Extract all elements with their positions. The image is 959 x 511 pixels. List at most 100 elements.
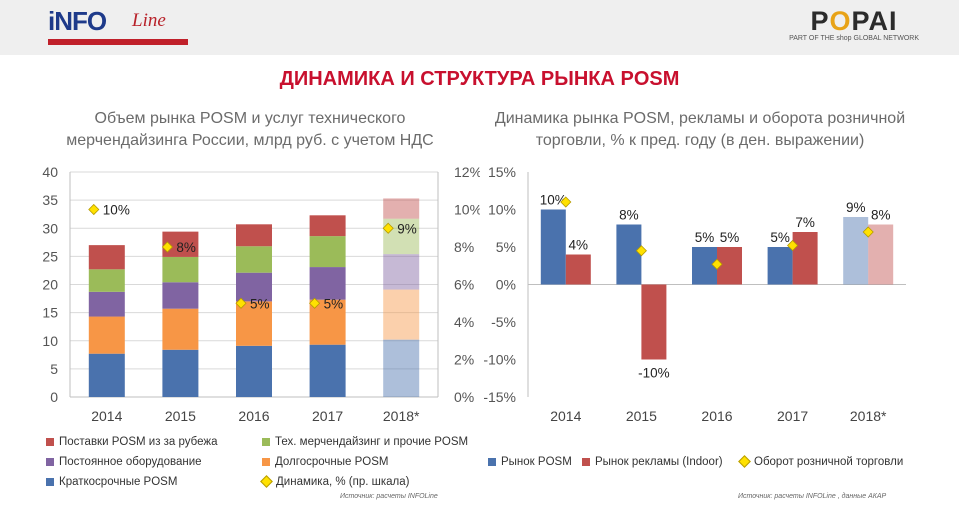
infoline-logo: iNFO Line	[48, 6, 198, 48]
infoline-logo-ribbon	[48, 39, 188, 45]
y2-tick-label: 0%	[454, 389, 474, 405]
bar-segment	[88, 316, 125, 354]
y-tick-label: 10%	[488, 202, 516, 218]
y-tick-label: 5	[50, 361, 58, 377]
x-tick-label: 2018*	[383, 408, 420, 424]
y-tick-label: 0	[50, 389, 58, 405]
legend-swatch	[582, 457, 590, 466]
legend-swatch	[46, 437, 54, 446]
retail-marker	[560, 196, 572, 208]
bar-segment	[88, 245, 125, 270]
data-label: 9%	[846, 200, 866, 215]
bar	[540, 209, 566, 285]
left-source: Источник: расчеты INFOLine	[340, 493, 438, 500]
data-label: 5%	[695, 230, 715, 245]
legend-label: Рынок рекламы (Indoor)	[595, 456, 723, 468]
legend-item-dynamics: Динамика, % (пр. шкала)	[260, 475, 409, 489]
bar-segment	[383, 198, 420, 219]
right-chart-subtitle-line1: Динамика рынка POSM, рекламы и оборота р…	[494, 110, 906, 127]
bar-segment	[309, 215, 346, 237]
x-tick-label: 2018*	[850, 408, 887, 424]
legend-label: Краткосрочные POSM	[59, 476, 178, 488]
y-tick-label: 10	[42, 333, 58, 349]
legend-swatch	[46, 477, 54, 486]
legend-swatch	[46, 457, 54, 466]
popai-logo-sub: PART OF THE shop GLOBAL NETWORK	[789, 35, 919, 42]
y2-tick-label: 10%	[454, 202, 480, 218]
popai-logo-o: O	[829, 6, 852, 36]
x-tick-label: 2014	[550, 408, 581, 424]
dynamics-marker	[88, 203, 100, 216]
right-legend: Рынок POSM Рынок рекламы (Indoor) Оборот…	[480, 454, 959, 474]
y-tick-label: 20	[42, 277, 58, 293]
dynamics-label: 5%	[250, 296, 270, 311]
bar	[641, 284, 667, 360]
legend-item-tech: Тех. мерчендайзинг и прочие POSM	[262, 436, 468, 448]
y2-tick-label: 12%	[454, 164, 480, 180]
bar-segment	[162, 308, 199, 350]
x-tick-label: 2017	[312, 408, 343, 424]
bar-segment	[236, 272, 272, 302]
left-chart-subtitle-line2: мерчендайзинга России, млрд руб. с учето…	[66, 132, 434, 149]
legend-item-retail: Оборот розничной торговли	[738, 455, 904, 469]
bar	[868, 224, 894, 285]
data-label: 8%	[871, 208, 891, 223]
bar-segment	[236, 224, 272, 247]
legend-swatch	[488, 457, 496, 466]
x-tick-label: 2016	[238, 408, 269, 424]
y-tick-label: 0%	[496, 277, 516, 293]
bar-segment	[383, 254, 420, 290]
bar-segment	[383, 339, 420, 397]
legend-swatch	[262, 437, 270, 446]
legend-item-posm-market: Рынок POSM	[488, 456, 572, 468]
y-tick-label: 35	[42, 192, 58, 208]
y-tick-label: 15	[42, 305, 58, 321]
bar-segment	[162, 282, 199, 309]
retail-marker	[787, 239, 799, 252]
legend-label: Поставки POSM из за рубежа	[59, 436, 218, 448]
bar	[843, 217, 869, 285]
legend-label: Тех. мерчендайзинг и прочие POSM	[275, 436, 469, 448]
bar-segment	[383, 289, 420, 340]
dynamics-marker	[382, 222, 394, 234]
dynamics-label: 5%	[324, 296, 344, 311]
data-label: 10%	[540, 193, 567, 208]
legend-item-imports: Поставки POSM из за рубежа	[46, 436, 217, 448]
x-tick-label: 2015	[165, 408, 196, 424]
left-legend: Поставки POSM из за рубежа Постоянное об…	[0, 434, 480, 494]
legend-item-ad-market: Рынок рекламы (Indoor)	[582, 456, 723, 468]
y2-tick-label: 2%	[454, 352, 474, 368]
data-label: 5%	[770, 230, 790, 245]
bar	[792, 232, 818, 285]
legend-label: Оборот розничной торговли	[754, 456, 904, 468]
bar-segment	[309, 236, 346, 268]
bar-segment	[88, 269, 125, 292]
data-label: 8%	[619, 208, 639, 223]
y2-tick-label: 6%	[454, 277, 474, 293]
bar	[717, 247, 742, 285]
dynamics-marker	[235, 297, 247, 309]
popai-logo-p: P	[810, 6, 830, 36]
data-label: 4%	[569, 238, 589, 253]
legend-swatch	[262, 457, 270, 466]
y-tick-label: 15%	[488, 164, 516, 180]
clustered-bar-chart: -15% -10% -5% 0% 5% 10% 15% 10% 4% 2014 8% -10% 2015…	[483, 164, 906, 424]
retail-marker	[711, 258, 723, 270]
x-tick-label: 2016	[701, 408, 732, 424]
header-bar: iNFO Line POPAI PART OF THE shop GLOBAL …	[0, 0, 959, 55]
dynamics-label: 8%	[176, 240, 196, 255]
y-tick-label: -10%	[483, 352, 516, 368]
infoline-logo-line: Line	[132, 10, 166, 31]
y-tick-label: 5%	[496, 239, 516, 255]
legend-label: Долгосрочные POSM	[275, 456, 389, 468]
y-tick-label: 30	[42, 220, 58, 236]
bar	[565, 254, 591, 285]
dynamics-marker	[161, 241, 173, 253]
bar-segment	[162, 349, 199, 397]
bar	[767, 247, 793, 285]
x-tick-label: 2014	[91, 408, 122, 424]
y-tick-label: -5%	[491, 314, 516, 330]
right-chart-subtitle: Динамика рынка POSM, рекламы и оборота р…	[480, 108, 920, 152]
left-chart-subtitle-line1: Объем рынка POSM и услуг технического	[94, 110, 406, 127]
infoline-logo-brand: iNFO	[48, 6, 107, 36]
